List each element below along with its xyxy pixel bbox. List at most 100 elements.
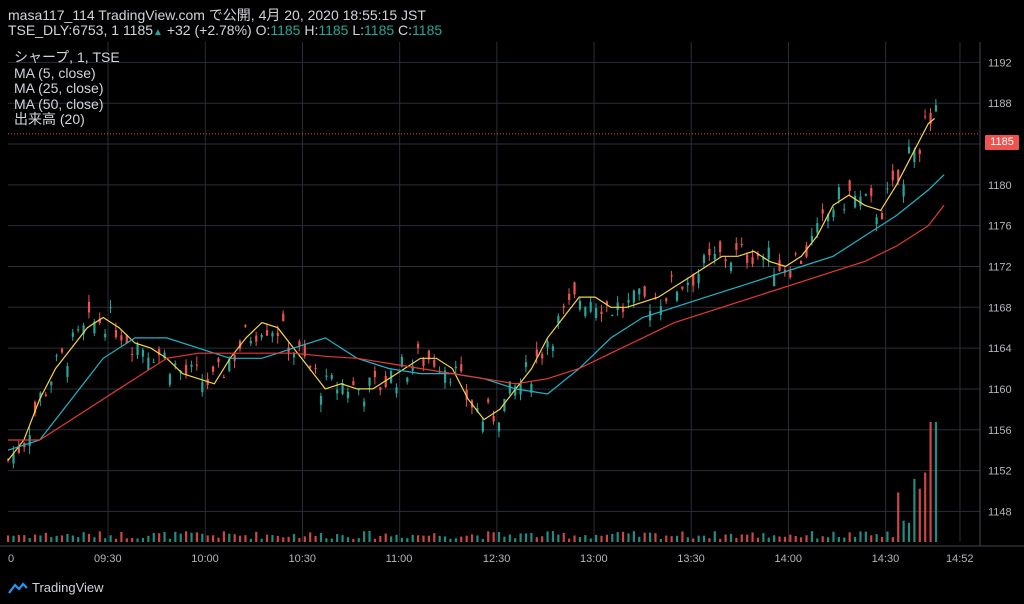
volume-bar — [141, 537, 145, 542]
volume-bar — [249, 538, 252, 542]
symbol-label[interactable]: TSE_DLY:6753, 1 — [8, 22, 120, 38]
candle — [416, 343, 420, 348]
candle — [228, 359, 231, 371]
volume-bar — [125, 538, 128, 542]
volume-bar — [913, 478, 916, 542]
candle — [276, 332, 279, 336]
candle — [98, 318, 101, 324]
footer: TradingView — [0, 574, 1024, 604]
candle — [497, 422, 501, 432]
volume-bar — [621, 531, 625, 542]
volume-bar — [33, 534, 37, 542]
volume-bar — [735, 537, 738, 542]
candle — [50, 381, 53, 386]
x-tick-label: 09:30 — [94, 553, 122, 565]
price-chart[interactable]: 1148115211561160116411681172117611801184… — [0, 42, 1024, 574]
candle — [222, 377, 225, 379]
volume-bar — [568, 538, 571, 542]
candle — [141, 349, 145, 357]
x-tick-label: 14:52 — [946, 553, 974, 565]
volume-bar — [902, 520, 905, 542]
volume-bar — [551, 531, 555, 542]
volume-bar — [880, 536, 884, 542]
candle — [17, 446, 20, 454]
volume-bar — [217, 537, 220, 542]
volume-bar — [508, 534, 511, 542]
legend-volume[interactable]: 出来高 (20) — [14, 111, 85, 127]
volume-bar — [783, 536, 787, 542]
candle — [659, 306, 662, 316]
volume-bar — [211, 535, 215, 542]
volume-bar — [589, 538, 592, 542]
volume-bar — [136, 538, 139, 542]
y-tick-label: 1172 — [988, 261, 1012, 273]
x-tick-label: 13:00 — [580, 553, 608, 565]
volume-bar — [648, 532, 652, 542]
volume-bar — [114, 538, 118, 542]
candle — [859, 196, 862, 206]
candle — [638, 288, 641, 295]
candle — [481, 421, 484, 432]
volume-bar — [71, 535, 74, 542]
legend-ma50[interactable]: MA (50, close) — [14, 95, 104, 112]
x-tick-label: 13:30 — [677, 553, 705, 565]
legend-ma5[interactable]: MA (5, close) — [14, 64, 96, 81]
candle — [39, 392, 42, 399]
x-tick-label: 12:30 — [483, 553, 511, 565]
chart-header: masa117_114 TradingView.com で公開, 4月 20, … — [0, 0, 1024, 42]
candle — [346, 391, 350, 399]
candle — [670, 275, 673, 277]
volume-bar — [255, 531, 258, 542]
candle — [433, 359, 436, 367]
tradingview-logo[interactable]: TradingView — [8, 580, 104, 595]
volume-bar — [449, 538, 452, 542]
open-value: 1185 — [270, 22, 301, 38]
volume-bar — [411, 534, 414, 542]
volume-bar — [595, 534, 598, 542]
candle — [530, 383, 533, 393]
candle — [82, 325, 85, 335]
volume-bar — [573, 535, 576, 542]
last-price: 1185 — [122, 22, 154, 38]
volume-bar — [778, 536, 781, 542]
candle — [719, 241, 722, 253]
volume-bar — [265, 534, 269, 542]
candle — [77, 329, 80, 331]
candle — [886, 188, 889, 190]
volume-bar — [7, 535, 10, 542]
volume-bar — [55, 535, 58, 542]
volume-bar — [756, 537, 760, 542]
volume-bar — [816, 538, 819, 542]
candle — [816, 223, 819, 233]
candle — [864, 193, 867, 196]
candle — [271, 332, 274, 337]
candle — [665, 298, 668, 302]
volume-bar — [670, 536, 673, 542]
volume-bar — [686, 537, 689, 542]
candle — [255, 335, 258, 342]
candle — [632, 290, 635, 303]
volume-bar — [438, 535, 441, 542]
candle — [44, 394, 47, 396]
candle — [821, 209, 824, 214]
candle — [708, 248, 711, 256]
candle — [357, 389, 360, 391]
y-tick-label: 1160 — [988, 384, 1012, 396]
volume-bar — [330, 538, 333, 542]
volume-bar — [929, 422, 932, 542]
candle — [551, 346, 555, 351]
volume-bar — [643, 532, 646, 542]
volume-bar — [357, 538, 360, 542]
volume-bar — [826, 537, 830, 542]
volume-bar — [886, 531, 889, 542]
volume-bar — [773, 535, 776, 542]
volume-bar — [918, 488, 921, 542]
legend-symbol[interactable]: シャープ, 1, TSE — [14, 49, 120, 65]
volume-bar — [60, 535, 64, 542]
candle — [174, 363, 177, 365]
y-tick-label: 1152 — [988, 466, 1012, 478]
volume-bar — [454, 538, 457, 542]
volume-bar — [805, 535, 808, 542]
volume-bar — [406, 538, 409, 542]
legend-ma25[interactable]: MA (25, close) — [14, 80, 104, 96]
